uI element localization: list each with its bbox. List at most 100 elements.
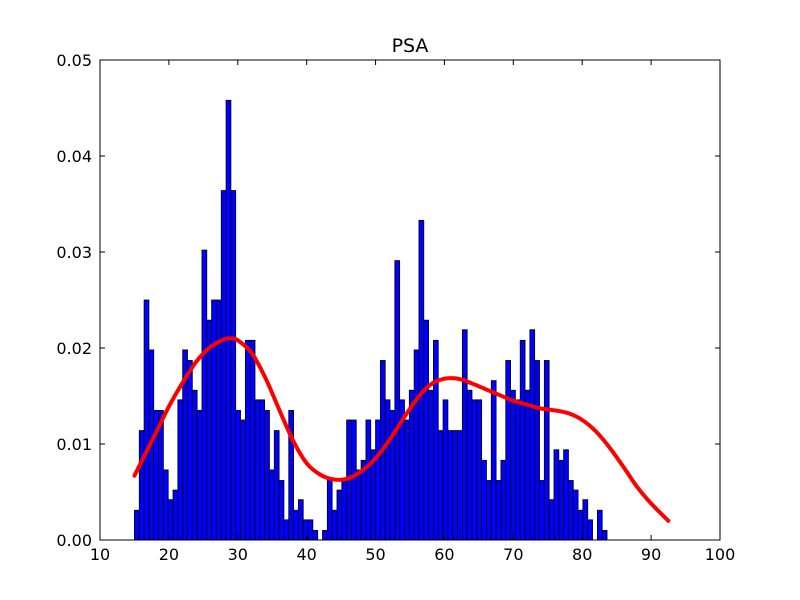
histogram-bar bbox=[201, 249, 208, 541]
histogram-bar bbox=[534, 360, 540, 541]
histogram-bar bbox=[259, 399, 266, 541]
histogram-bar bbox=[307, 519, 314, 541]
histogram-bar bbox=[322, 530, 328, 541]
x-tick-label: 40 bbox=[296, 545, 316, 564]
histogram-bar bbox=[466, 389, 473, 541]
density-curve-layer bbox=[132, 336, 671, 523]
histogram-bar bbox=[283, 519, 290, 541]
histogram-bar bbox=[134, 509, 140, 541]
density-curve bbox=[132, 336, 671, 523]
histogram-bar bbox=[476, 399, 483, 541]
histogram-bar bbox=[587, 519, 593, 541]
histogram-bar bbox=[481, 459, 487, 541]
histogram-bar bbox=[442, 399, 449, 541]
histogram-bar bbox=[211, 299, 217, 541]
x-tick-label: 20 bbox=[159, 545, 179, 564]
y-tick-label: 0.01 bbox=[56, 435, 92, 454]
x-tick-label: 90 bbox=[641, 545, 661, 564]
histogram-bar bbox=[490, 380, 497, 541]
histogram-bar bbox=[558, 459, 565, 541]
histogram-bar bbox=[461, 329, 468, 541]
histogram-bar bbox=[423, 319, 429, 541]
chart-title: PSA bbox=[392, 35, 429, 57]
histogram-bar bbox=[249, 339, 256, 541]
histogram-bar bbox=[572, 489, 579, 541]
x-tick-label: 10 bbox=[90, 545, 110, 564]
histogram-bar bbox=[433, 339, 439, 541]
histogram-bar bbox=[278, 480, 285, 541]
histogram-bar bbox=[447, 430, 454, 541]
y-tick-labels: 0.00 0.01 0.02 0.03 0.04 0.05 bbox=[56, 51, 92, 550]
histogram-bar bbox=[177, 399, 184, 541]
histogram-bar bbox=[519, 339, 526, 541]
histogram-bar bbox=[240, 419, 246, 541]
histogram-bar bbox=[264, 409, 270, 541]
histogram-bar bbox=[500, 459, 507, 541]
histogram-bar bbox=[244, 339, 251, 541]
histogram-bar bbox=[486, 480, 492, 541]
histogram-bar bbox=[138, 430, 145, 541]
histogram-bar bbox=[384, 399, 391, 541]
histogram-bar bbox=[563, 449, 569, 541]
histogram-bar bbox=[254, 399, 261, 541]
histogram-bar bbox=[418, 219, 425, 541]
histogram-bar bbox=[336, 489, 343, 541]
histogram-bar bbox=[471, 399, 478, 541]
y-tick-label: 0.02 bbox=[56, 339, 92, 358]
histogram-bar bbox=[582, 499, 589, 541]
histogram-bar bbox=[548, 499, 555, 541]
histogram-bar bbox=[297, 499, 304, 541]
histogram-bar bbox=[529, 329, 536, 541]
histogram-bar bbox=[269, 469, 275, 541]
histogram-bar bbox=[413, 349, 420, 541]
x-tick-label: 80 bbox=[572, 545, 592, 564]
histogram-bar bbox=[505, 360, 511, 541]
y-tick-label: 0.03 bbox=[56, 243, 92, 262]
y-tick-label: 0.05 bbox=[56, 51, 92, 70]
histogram-bar bbox=[167, 499, 174, 541]
x-tick-label: 50 bbox=[365, 545, 385, 564]
histogram-bar bbox=[457, 430, 463, 541]
histogram-bar bbox=[331, 509, 338, 541]
histogram-bar bbox=[543, 360, 550, 541]
histogram-bar bbox=[596, 509, 603, 541]
histogram-bar bbox=[394, 260, 401, 541]
histogram-bar bbox=[515, 399, 521, 541]
histogram-bar bbox=[510, 389, 516, 541]
histogram-bar bbox=[351, 419, 357, 541]
histogram-bar bbox=[220, 190, 227, 541]
y-tick-label: 0.04 bbox=[56, 147, 92, 166]
x-tick-label: 30 bbox=[228, 545, 248, 564]
histogram-bar bbox=[293, 509, 299, 541]
x-tick-labels: 10 20 30 40 50 60 70 80 90 100 bbox=[90, 545, 735, 564]
histogram-bar bbox=[172, 489, 179, 541]
histogram-bar bbox=[273, 430, 280, 541]
histogram-bar bbox=[187, 360, 193, 541]
x-tick-label: 70 bbox=[503, 545, 523, 564]
histogram-bar bbox=[230, 190, 237, 541]
histogram-bar bbox=[216, 299, 222, 541]
histogram-bar bbox=[568, 480, 574, 541]
histogram-bar bbox=[191, 389, 198, 541]
histogram-bar bbox=[235, 409, 241, 541]
histogram-bar bbox=[437, 430, 444, 541]
x-tick-label: 60 bbox=[434, 545, 454, 564]
histogram-bar bbox=[452, 430, 458, 541]
histogram-bar bbox=[326, 480, 333, 541]
histogram-bar bbox=[196, 409, 203, 541]
histogram-bar bbox=[365, 419, 372, 541]
x-tick-label: 100 bbox=[705, 545, 736, 564]
histogram-bar bbox=[408, 389, 415, 541]
histogram-bar bbox=[302, 519, 309, 541]
plot-frame bbox=[99, 59, 721, 541]
histogram-bar bbox=[524, 389, 531, 541]
histogram-bar bbox=[312, 530, 319, 541]
histogram-bar bbox=[553, 449, 560, 541]
histogram-bar bbox=[428, 389, 434, 541]
histogram-bar bbox=[495, 480, 502, 541]
y-tick-label: 0.00 bbox=[56, 531, 92, 550]
histogram-bar bbox=[355, 469, 362, 541]
histogram-bar bbox=[539, 480, 545, 541]
